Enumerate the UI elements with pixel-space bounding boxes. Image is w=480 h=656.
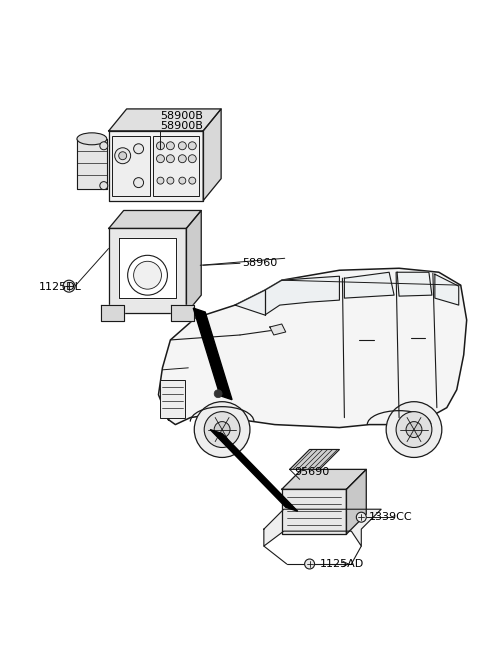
Circle shape <box>128 255 168 295</box>
Circle shape <box>189 177 196 184</box>
Circle shape <box>179 155 186 163</box>
Circle shape <box>133 144 144 154</box>
Circle shape <box>156 142 165 150</box>
Polygon shape <box>109 228 186 313</box>
Polygon shape <box>397 272 432 296</box>
Polygon shape <box>203 109 221 201</box>
Circle shape <box>167 177 174 184</box>
Polygon shape <box>171 305 194 321</box>
Polygon shape <box>270 324 286 335</box>
Polygon shape <box>101 305 124 321</box>
Polygon shape <box>347 470 366 534</box>
Polygon shape <box>109 109 221 131</box>
Circle shape <box>194 401 250 457</box>
Circle shape <box>63 280 75 292</box>
Polygon shape <box>235 276 339 315</box>
Circle shape <box>100 142 108 150</box>
Polygon shape <box>109 211 201 228</box>
Polygon shape <box>186 211 201 313</box>
Circle shape <box>396 412 432 447</box>
Circle shape <box>156 155 165 163</box>
Circle shape <box>157 177 164 184</box>
Text: 58900B: 58900B <box>160 111 204 121</box>
Polygon shape <box>282 489 347 534</box>
Circle shape <box>406 422 422 438</box>
Circle shape <box>179 142 186 150</box>
Bar <box>112 136 150 195</box>
Circle shape <box>214 390 222 398</box>
Circle shape <box>214 422 230 438</box>
Ellipse shape <box>77 133 107 145</box>
Text: 58900B: 58900B <box>160 121 204 131</box>
Circle shape <box>133 178 144 188</box>
Polygon shape <box>435 274 459 305</box>
Polygon shape <box>119 238 176 298</box>
Circle shape <box>204 412 240 447</box>
Circle shape <box>167 155 174 163</box>
Circle shape <box>133 261 161 289</box>
Circle shape <box>188 142 196 150</box>
Polygon shape <box>344 272 394 298</box>
Circle shape <box>356 512 366 522</box>
Polygon shape <box>290 449 339 470</box>
Circle shape <box>305 559 314 569</box>
Circle shape <box>100 182 108 190</box>
Polygon shape <box>282 470 366 489</box>
Circle shape <box>188 155 196 163</box>
Bar <box>160 380 185 418</box>
Text: 1339CC: 1339CC <box>369 512 413 522</box>
Bar <box>153 136 199 195</box>
Polygon shape <box>264 509 381 546</box>
Polygon shape <box>77 139 107 188</box>
Polygon shape <box>109 131 203 201</box>
Text: 95690: 95690 <box>295 467 330 478</box>
Polygon shape <box>210 430 298 511</box>
Text: 1125DL: 1125DL <box>39 282 82 292</box>
Text: 58960: 58960 <box>242 258 277 268</box>
Circle shape <box>167 142 174 150</box>
Polygon shape <box>158 268 467 428</box>
Polygon shape <box>193 308 232 400</box>
Circle shape <box>119 152 127 159</box>
Circle shape <box>386 401 442 457</box>
Circle shape <box>115 148 131 164</box>
Circle shape <box>179 177 186 184</box>
Text: 1125AD: 1125AD <box>320 559 364 569</box>
